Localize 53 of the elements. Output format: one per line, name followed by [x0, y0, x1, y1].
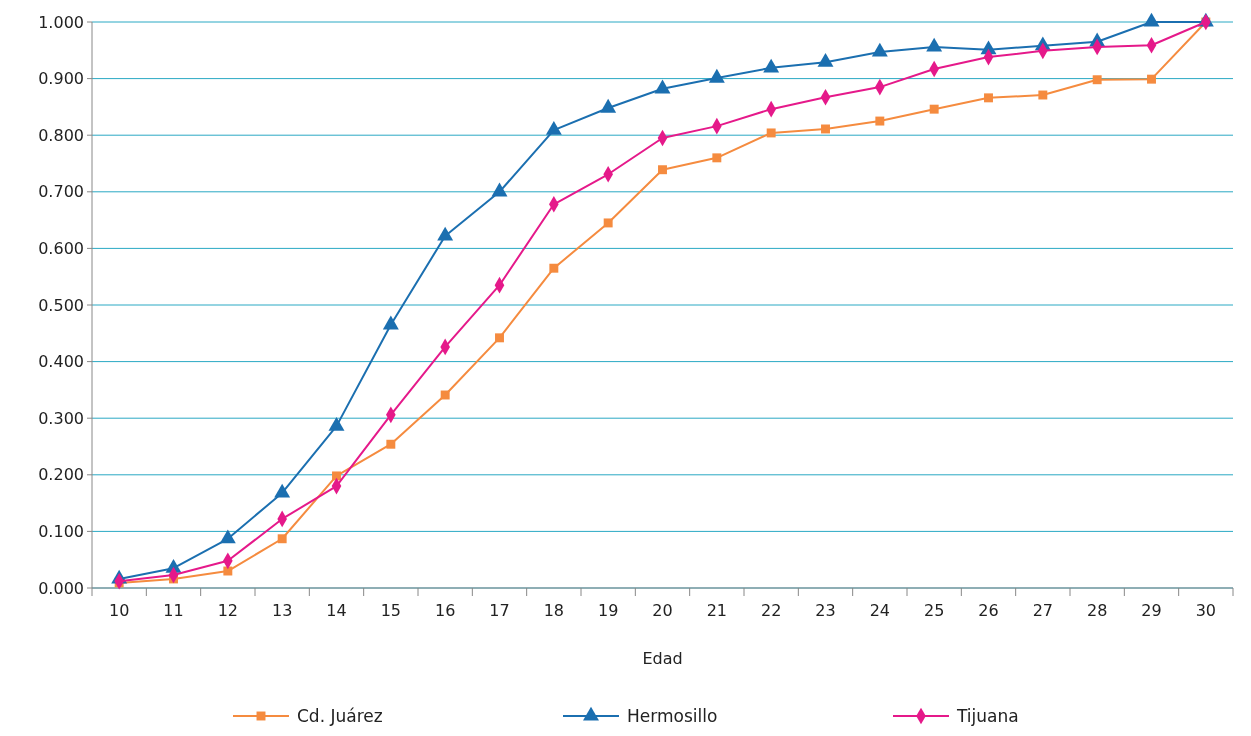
point — [929, 104, 939, 114]
x-tick-label: 30 — [1195, 601, 1217, 620]
x-tick-label: 29 — [1141, 601, 1162, 620]
y-tick-label: 0.500 — [38, 295, 84, 315]
point — [712, 153, 722, 163]
y-tick-label: 0.200 — [38, 465, 84, 485]
x-tick-label: 12 — [217, 601, 239, 620]
y-tick-label: 0.100 — [38, 522, 84, 541]
y-tick-label: 0.300 — [38, 408, 84, 428]
point — [603, 218, 613, 228]
point — [658, 165, 667, 175]
point — [1147, 74, 1156, 84]
point — [386, 439, 396, 449]
x-tick-label: 11 — [163, 601, 184, 620]
x-tick-label: 14 — [326, 601, 347, 620]
y-tick-label: 0.000 — [38, 578, 84, 598]
point — [875, 116, 885, 126]
legend-label: Cd. Juárez — [297, 705, 383, 726]
legend-label: Tijuana — [956, 705, 1019, 726]
x-tick-label: 20 — [652, 601, 673, 620]
point — [440, 390, 450, 400]
point — [277, 534, 287, 544]
legend-label: Hermosillo — [627, 705, 718, 726]
y-tick-label: 0.700 — [38, 182, 84, 202]
point — [821, 124, 830, 134]
x-tick-label: 21 — [706, 601, 728, 620]
x-tick-label: 17 — [489, 601, 510, 620]
x-tick-label: 25 — [923, 601, 945, 620]
x-tick-label: 26 — [978, 601, 999, 620]
x-tick-label: 19 — [597, 601, 619, 620]
point — [1038, 90, 1048, 100]
y-tick-label: 0.900 — [38, 69, 84, 89]
x-axis-title: Edad — [642, 649, 683, 668]
y-tick-label: 1.000 — [38, 12, 84, 32]
x-tick-label: 24 — [869, 601, 891, 620]
x-tick-label: 13 — [271, 601, 293, 620]
point — [549, 263, 559, 273]
y-tick-label: 0.400 — [38, 352, 84, 372]
x-tick-label: 22 — [760, 601, 782, 620]
x-tick-label: 16 — [434, 601, 456, 620]
x-tick-label: 27 — [1032, 601, 1054, 620]
x-tick-label: 23 — [815, 601, 836, 620]
x-tick-label: 15 — [380, 601, 402, 620]
point — [495, 333, 504, 343]
y-tick-label: 0.600 — [38, 239, 84, 258]
x-tick-label: 10 — [108, 601, 130, 620]
point — [1092, 75, 1102, 85]
point — [332, 471, 341, 481]
point — [766, 128, 776, 138]
x-tick-label: 28 — [1086, 601, 1108, 620]
x-tick-label: 18 — [543, 601, 565, 620]
point — [984, 93, 993, 103]
y-tick-label: 0.800 — [38, 125, 84, 145]
